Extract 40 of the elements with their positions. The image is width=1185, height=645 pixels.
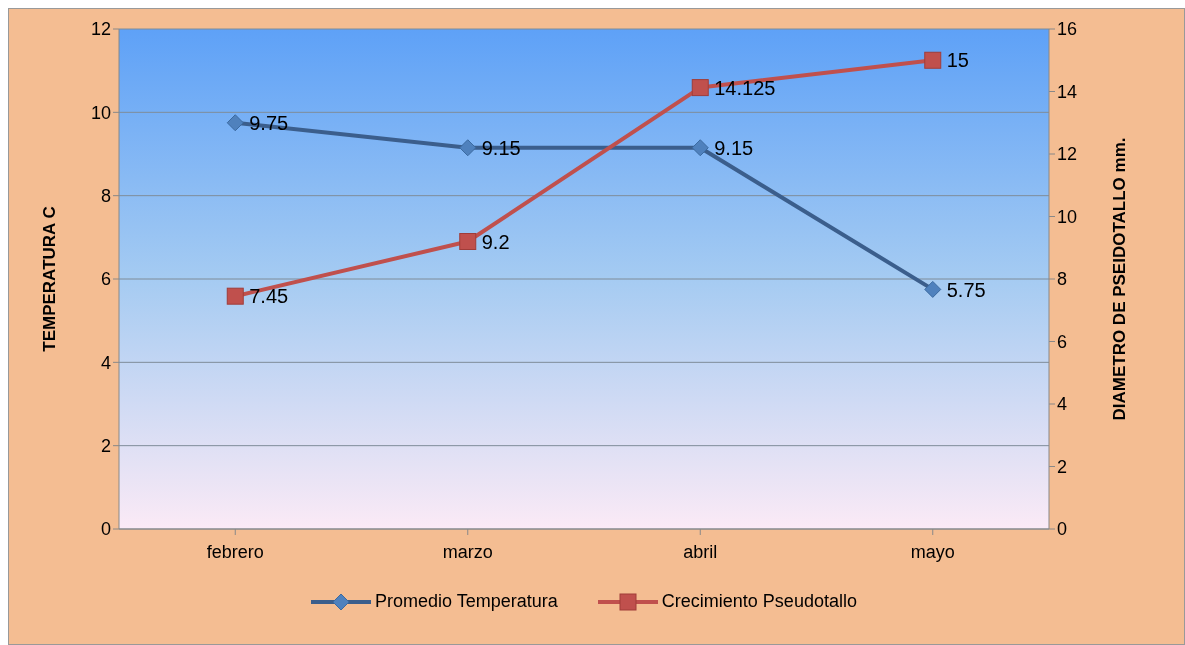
point (691, 79, 709, 97)
data-label: 9.15 (714, 136, 754, 159)
y-axis-title: TEMPERATURA C (40, 206, 60, 352)
point (459, 139, 477, 157)
point (226, 287, 244, 305)
legend-label: Crecimiento Pseudotallo (660, 591, 857, 612)
y-tick-label: 0 (100, 519, 111, 540)
data-label: 7.45 (249, 285, 289, 308)
y2-tick-label: 12 (1057, 144, 1078, 165)
x-tick-label: febrero (206, 541, 264, 562)
y-tick-label: 4 (100, 352, 111, 373)
y-tick-label: 8 (100, 186, 111, 207)
y2-tick-label: 14 (1057, 81, 1078, 102)
y-tick-label: 6 (100, 269, 111, 290)
y2-tick-label: 0 (1057, 519, 1068, 540)
y2-tick-label: 8 (1057, 269, 1068, 290)
data-label: 14.125 (714, 76, 776, 99)
y2-tick-label: 2 (1057, 456, 1068, 477)
y2-tick-label: 16 (1057, 19, 1078, 40)
data-label: 15 (946, 49, 969, 72)
y2-tick-label: 10 (1057, 206, 1078, 227)
y-tick-label: 12 (90, 19, 111, 40)
point (226, 114, 244, 132)
data-label: 5.75 (946, 278, 986, 301)
point (691, 139, 709, 157)
y2-tick-label: 6 (1057, 331, 1068, 352)
x-tick-label: marzo (442, 541, 493, 562)
x-tick-label: mayo (910, 541, 955, 562)
y-tick-label: 2 (100, 436, 111, 457)
point (924, 51, 942, 69)
x-tick-label: abril (683, 541, 718, 562)
point (924, 280, 942, 298)
y2-tick-label: 4 (1057, 394, 1068, 415)
data-label: 9.2 (481, 230, 510, 253)
point (459, 233, 477, 250)
data-label: 9.15 (481, 136, 521, 159)
y2-axis-title: DIAMETRO DE PSEIDOTALLO mm. (1110, 137, 1130, 421)
data-label: 9.75 (249, 111, 289, 134)
legend-label: Promedio Temperatura (374, 591, 558, 612)
y-tick-label: 10 (90, 102, 111, 123)
